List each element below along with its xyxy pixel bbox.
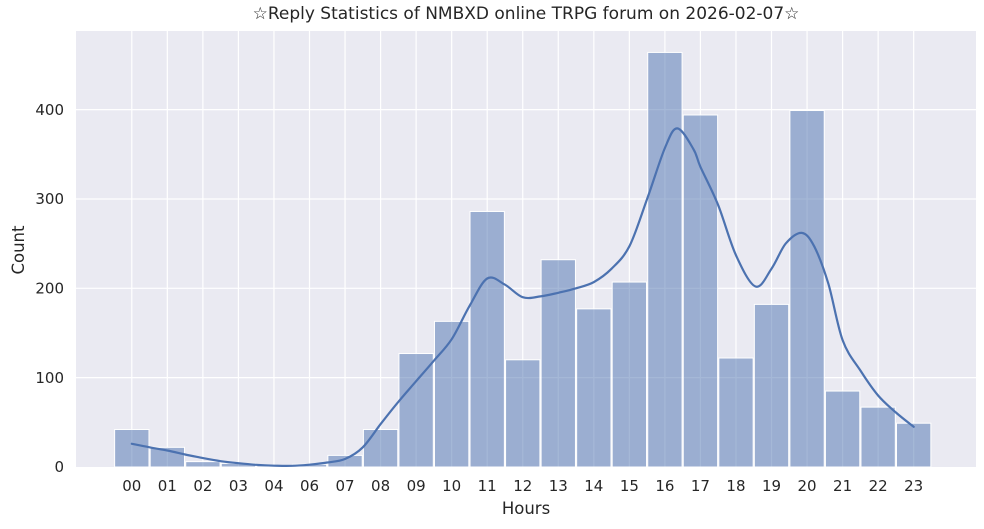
y-tick-label: 0 [54,458,64,476]
y-axis-label: Count [9,225,28,275]
x-tick-label: 23 [904,477,923,495]
histogram-bar [398,353,434,468]
x-tick-label: 00 [122,477,141,495]
x-tick-label: 14 [584,477,603,495]
histogram-bar [718,357,754,468]
x-tick-label: 02 [193,477,212,495]
x-tick-label: 10 [442,477,461,495]
histogram-bar [540,259,576,468]
histogram-bar [860,406,896,468]
histogram-bar [114,428,150,468]
histogram-bar [327,454,363,468]
y-tick-label: 300 [35,190,64,208]
x-tick-label: 03 [229,477,248,495]
histogram-bar [896,422,932,468]
histogram-bar [647,51,683,468]
histogram-bar [576,308,612,468]
histogram-bar [824,390,861,468]
y-tick-label: 200 [35,280,64,298]
x-tick-label: 13 [549,477,568,495]
x-tick-label: 19 [762,477,781,495]
chart-title: ☆Reply Statistics of NMBXD online TRPG f… [252,4,800,24]
kde-density-curve [130,127,915,467]
histogram-bar [185,461,221,468]
histogram-bar [611,281,648,468]
x-tick-label: 17 [691,477,710,495]
x-tick-label: 15 [620,477,639,495]
x-tick-label: 18 [726,477,745,495]
histogram-bar [505,359,541,468]
x-tick-label: 06 [300,477,319,495]
x-tick-label: 20 [798,477,817,495]
x-axis-label: Hours [501,499,551,518]
x-tick-label: 07 [335,477,354,495]
x-tick-label: 16 [655,477,674,495]
histogram-bar [682,114,719,468]
x-tick-label: 12 [513,477,532,495]
x-tick-label: 21 [833,477,852,495]
histogram-bar [469,210,505,468]
x-tick-label: 22 [869,477,888,495]
histogram-bar [433,320,470,468]
x-tick-label: 04 [264,477,283,495]
histogram-bar [753,303,790,468]
y-tick-label: 100 [35,369,64,387]
x-tick-label: 01 [158,477,177,495]
histogram-bar [789,110,825,468]
y-tick-label: 400 [35,101,64,119]
x-tick-label: 08 [371,477,390,495]
histogram-bar [362,428,399,468]
x-tick-label: 11 [478,477,497,495]
x-tick-label: 09 [407,477,426,495]
